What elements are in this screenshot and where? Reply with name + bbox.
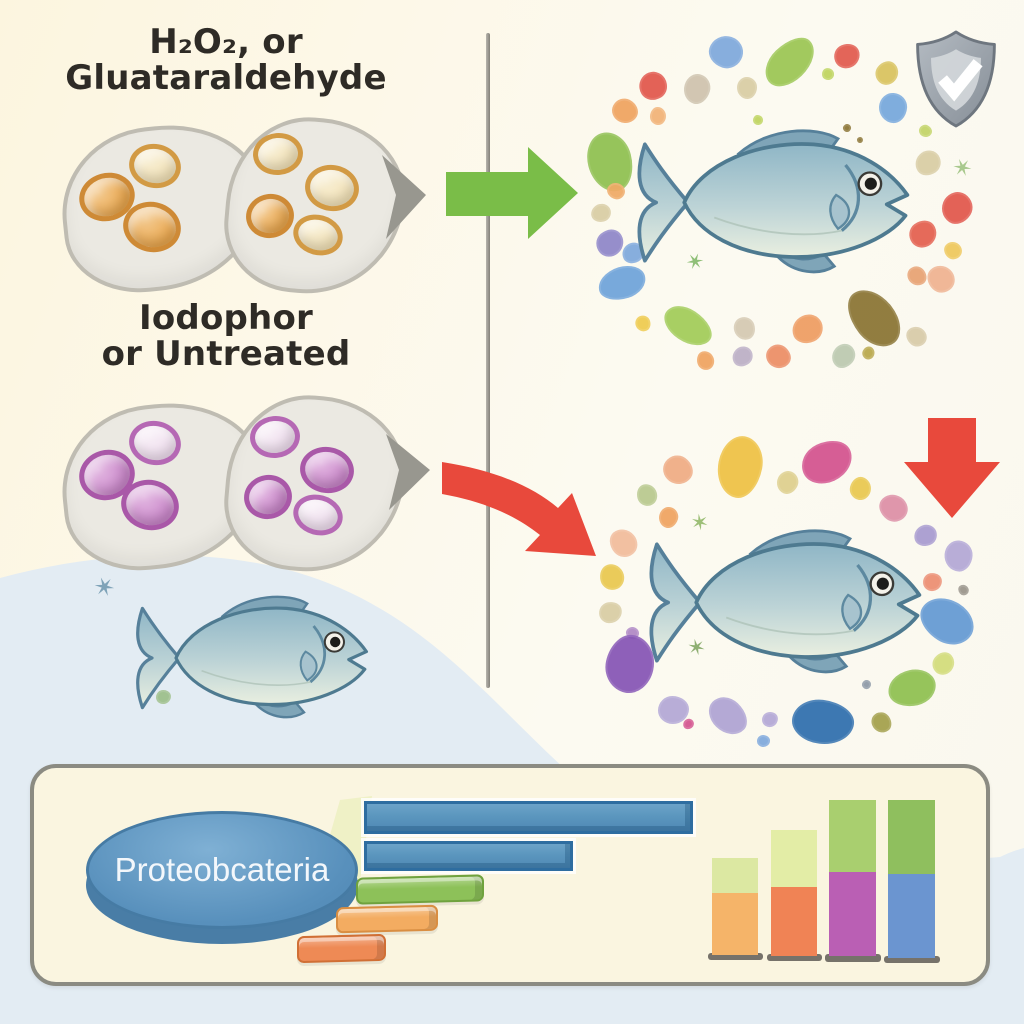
stacked-bar-segment bbox=[712, 858, 758, 893]
abundance-hbar bbox=[364, 841, 573, 871]
stacked-bar-segment bbox=[829, 872, 876, 956]
chevron-right-icon bbox=[386, 434, 430, 510]
abundance-hbar bbox=[364, 801, 693, 834]
stacked-bar-base bbox=[708, 953, 763, 960]
stacked-bar-segment bbox=[829, 800, 876, 872]
stacked-bar-base bbox=[884, 956, 940, 963]
stacked-bar-segment bbox=[771, 887, 817, 956]
proteobacteria-ellipse: Proteobcateria bbox=[86, 811, 358, 929]
treatment-heading: H₂O₂, or Gluataraldehyde bbox=[40, 24, 412, 96]
proteobacteria-label: Proteobcateria bbox=[114, 851, 330, 888]
control-heading: Iodophor or Untreated bbox=[58, 300, 394, 372]
abundance-hbar bbox=[297, 933, 386, 964]
stacked-bar-base bbox=[767, 954, 822, 961]
treatment-heading-line1: H₂O₂, or bbox=[149, 22, 303, 62]
red-curved-arrow-icon bbox=[442, 462, 596, 556]
treatment-heading-line2: Gluataraldehyde bbox=[65, 58, 387, 99]
stacked-bar-segment bbox=[888, 874, 935, 958]
section-divider bbox=[486, 33, 490, 688]
stacked-bar-segment bbox=[712, 893, 758, 955]
stacked-bar-segment bbox=[771, 830, 817, 887]
green-right-arrow-icon bbox=[446, 147, 578, 239]
control-heading-line2: or Untreated bbox=[101, 334, 351, 375]
chevron-right-icon bbox=[382, 155, 426, 239]
abundance-hbar bbox=[356, 874, 484, 905]
control-heading-line1: Iodophor bbox=[139, 298, 313, 338]
stacked-bar-base bbox=[825, 954, 881, 962]
stacked-bar-segment bbox=[888, 800, 935, 874]
red-down-arrow-icon bbox=[904, 418, 1000, 518]
abundance-hbar bbox=[336, 904, 438, 934]
